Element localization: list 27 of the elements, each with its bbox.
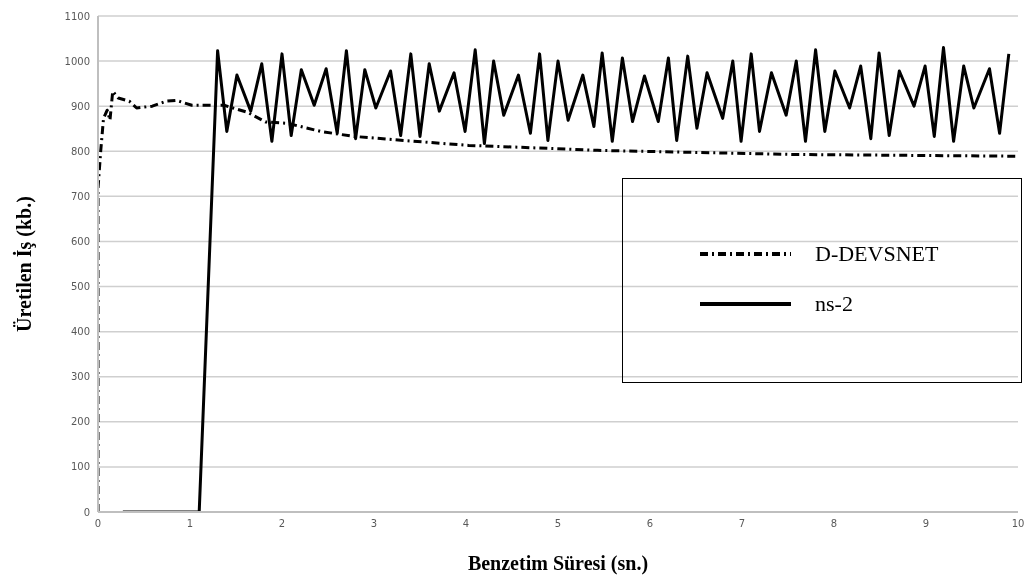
- x-axis-title: Benzetim Süresi (sn.): [467, 552, 649, 575]
- x-tick-label: 9: [922, 518, 930, 530]
- y-tick-label: 700: [70, 190, 90, 202]
- x-tick-label: 10: [1011, 518, 1025, 530]
- x-tick-label: 5: [554, 518, 562, 530]
- y-axis-title: Üretilen İş (kb.): [12, 196, 37, 332]
- x-tick-label: 4: [462, 518, 470, 530]
- y-tick-label: 1100: [64, 10, 90, 22]
- y-tick-label: 500: [70, 281, 90, 293]
- legend-label: D-DEVSNET: [815, 241, 939, 267]
- y-tick-label: 900: [70, 100, 90, 112]
- x-tick-label: 7: [738, 518, 746, 530]
- y-tick-label: 1000: [64, 55, 90, 67]
- x-tick-label: 1: [186, 518, 194, 530]
- y-tick-label: 100: [70, 461, 90, 473]
- y-tick-label: 800: [70, 145, 90, 157]
- y-tick-label: 300: [70, 371, 90, 383]
- y-tick-label: 0: [83, 506, 90, 518]
- x-tick-label: 3: [370, 518, 378, 530]
- y-tick-label: 400: [70, 326, 90, 338]
- legend-label: ns-2: [815, 291, 853, 317]
- x-tick-label: 8: [830, 518, 838, 530]
- y-tick-label: 200: [70, 416, 90, 428]
- x-tick-label: 0: [94, 518, 102, 530]
- x-tick-label: 6: [646, 518, 654, 530]
- y-tick-label: 600: [70, 236, 90, 247]
- x-tick-label: 2: [278, 518, 286, 530]
